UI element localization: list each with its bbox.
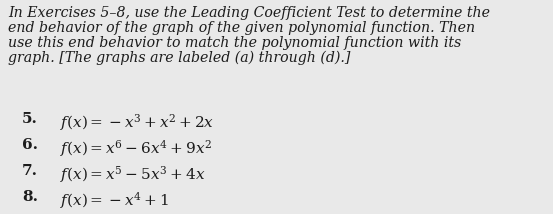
- Text: $f(x) = x^6 - 6x^4 + 9x^2$: $f(x) = x^6 - 6x^4 + 9x^2$: [60, 138, 212, 159]
- Text: 8.: 8.: [22, 190, 38, 204]
- Text: 7.: 7.: [22, 164, 38, 178]
- Text: $f(x) = x^5 - 5x^3 + 4x$: $f(x) = x^5 - 5x^3 + 4x$: [60, 164, 205, 185]
- Text: end behavior of the graph of the given polynomial function. Then: end behavior of the graph of the given p…: [8, 21, 475, 35]
- Text: use this end behavior to match the polynomial function with its: use this end behavior to match the polyn…: [8, 36, 461, 50]
- Text: In Exercises 5–8, use the Leading Coefficient Test to determine the: In Exercises 5–8, use the Leading Coeffi…: [8, 6, 490, 20]
- Text: 5.: 5.: [22, 112, 38, 126]
- Text: $f(x) = -x^4 + 1$: $f(x) = -x^4 + 1$: [60, 190, 169, 211]
- Text: 6.: 6.: [22, 138, 38, 152]
- Text: graph. [The graphs are labeled (a) through (d).]: graph. [The graphs are labeled (a) throu…: [8, 51, 351, 65]
- Text: $f(x) = -x^3 + x^2 + 2x$: $f(x) = -x^3 + x^2 + 2x$: [60, 112, 215, 133]
